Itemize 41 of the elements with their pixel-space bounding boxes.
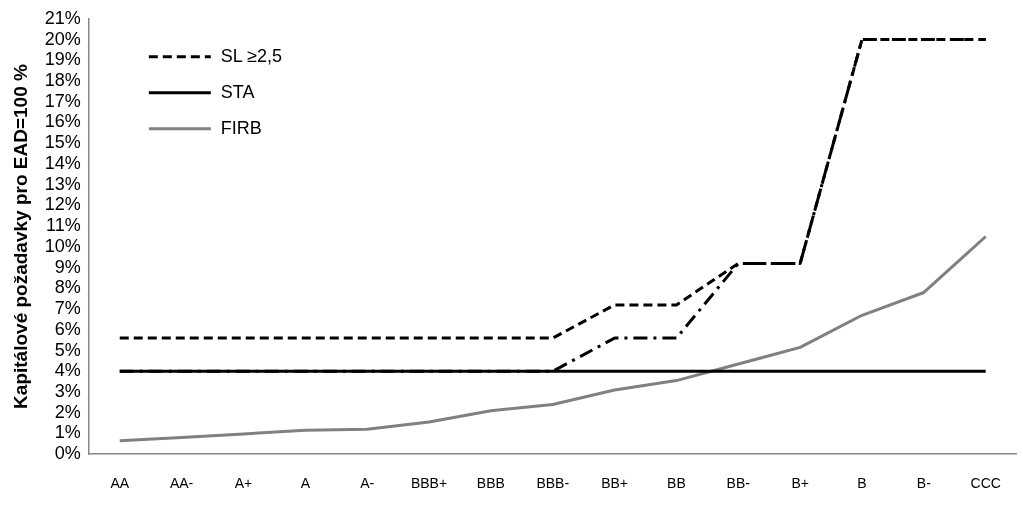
y-tick-label: 6% [54,318,81,339]
y-tick-label: 9% [54,256,81,277]
legend-label: SL ≥2,5 [220,45,283,66]
y-tick-label: 5% [54,339,81,360]
x-tick-label: BBB+ [410,475,448,492]
y-tick-label: 15% [44,132,81,153]
y-tick-label: 16% [44,111,81,132]
y-tick-label: 19% [44,49,81,70]
x-tick-label: A [300,475,311,492]
x-tick-label: B- [916,475,932,492]
y-tick-label: 12% [44,194,81,215]
y-tick-label: 20% [44,28,81,49]
x-tick-label: B [857,475,867,492]
y-tick-label: 4% [54,360,81,381]
y-tick-label: 14% [44,152,81,173]
x-tick-label: BB+ [601,475,629,492]
y-tick-label: 7% [54,298,81,319]
x-tick-label: A- [360,475,375,492]
y-tick-label: 17% [44,90,81,111]
y-tick-label: 0% [54,443,81,464]
x-tick-label: CCC [970,475,1001,492]
legend-label: FIRB [220,117,262,138]
y-tick-label: 1% [54,422,81,443]
y-tick-label: 13% [44,173,81,194]
x-tick-label: BB- [726,475,751,492]
y-axis-title: Kapitálové požadavky pro EAD=100 % [9,64,31,409]
legend-label: STA [220,81,255,102]
y-tick-label: 18% [44,69,81,90]
y-tick-label: 21% [44,7,81,28]
y-tick-label: 3% [54,380,81,401]
x-tick-label: AA- [169,475,194,492]
x-tick-label: B+ [791,475,809,492]
x-tick-label: BBB [476,475,505,492]
x-tick-label: AA [110,475,130,492]
y-tick-label: 10% [44,235,81,256]
y-tick-label: 2% [54,401,81,422]
y-tick-label: 8% [54,277,81,298]
x-tick-label: BBB- [536,475,570,492]
x-tick-label: A+ [234,475,253,492]
x-tick-label: BB [667,475,686,492]
y-tick-label: 11% [46,215,81,236]
